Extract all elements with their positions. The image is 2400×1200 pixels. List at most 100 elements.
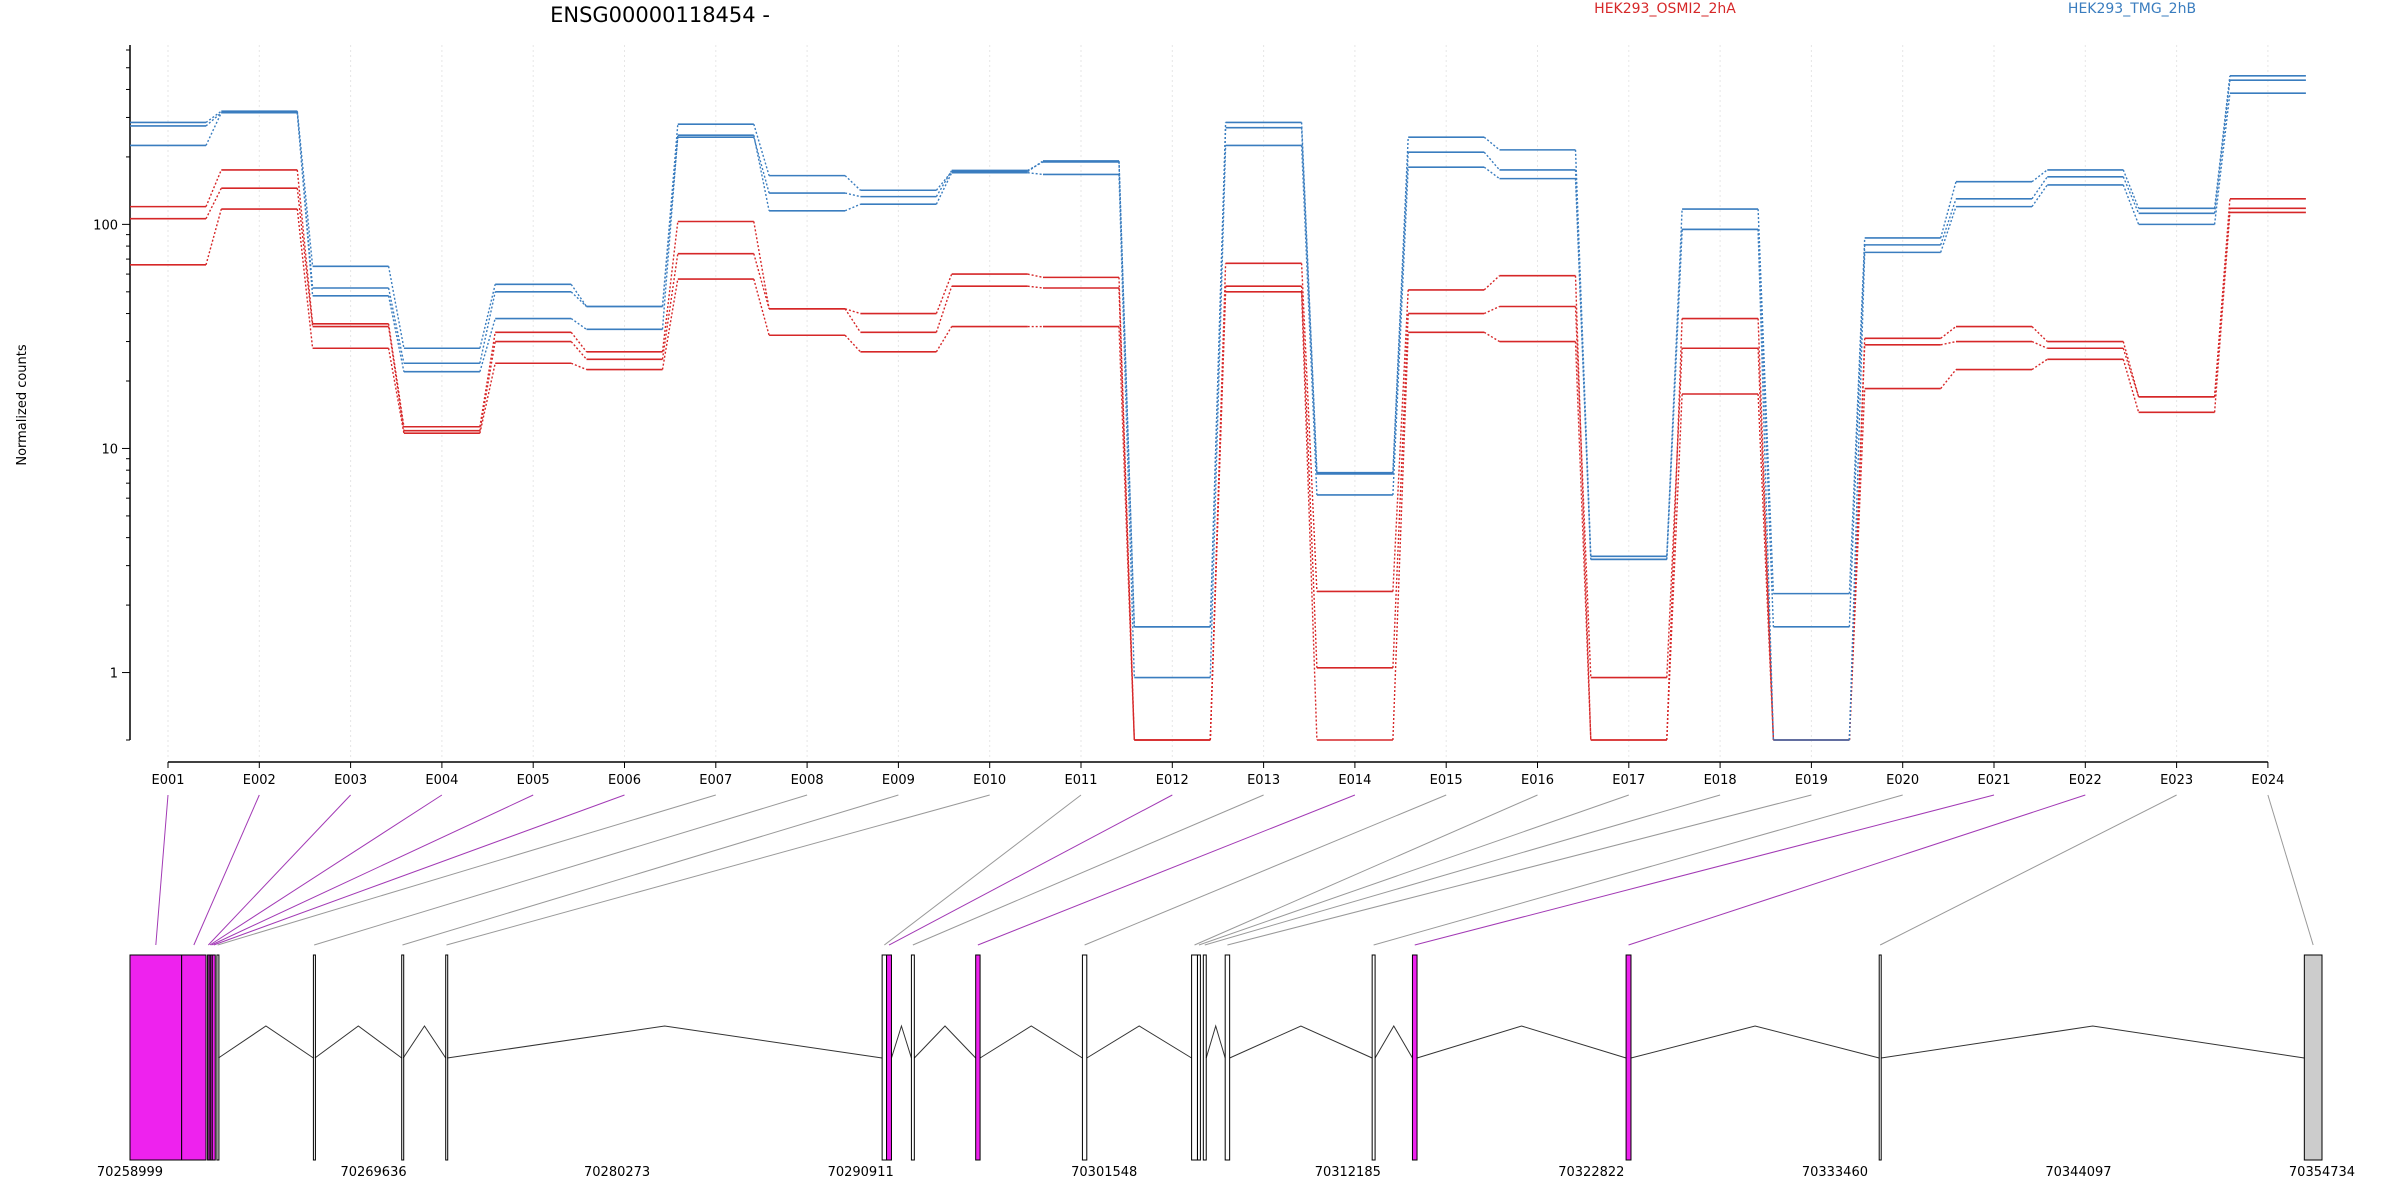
exon-box-e013 bbox=[910, 954, 915, 1161]
chart-title: ENSG00000118454 - bbox=[550, 3, 770, 27]
x-tick-label-e015: E015 bbox=[1430, 773, 1463, 788]
series-connector bbox=[296, 209, 314, 349]
series-connector bbox=[2031, 169, 2048, 183]
intron bbox=[1630, 1025, 1880, 1059]
series-connector bbox=[387, 287, 405, 364]
series-connector bbox=[1300, 286, 1318, 668]
series-connector bbox=[1209, 291, 1227, 741]
series-connector bbox=[570, 362, 587, 371]
intron bbox=[1229, 1025, 1373, 1059]
series-connector bbox=[1392, 152, 1409, 474]
series-connector bbox=[2122, 341, 2140, 398]
series-hek293_osmi2_2ha-1 bbox=[130, 187, 2306, 741]
series-connector bbox=[1300, 263, 1318, 592]
exon-box-e002 bbox=[181, 954, 207, 1161]
series-connector bbox=[1209, 145, 1227, 678]
series-connector bbox=[296, 169, 314, 324]
series-connector bbox=[661, 135, 679, 330]
series-connector bbox=[1027, 172, 1044, 176]
genomic-tick-label: 70258999 bbox=[97, 1165, 163, 1180]
intron bbox=[1374, 1025, 1413, 1059]
series-connector bbox=[2031, 176, 2048, 200]
series-connector bbox=[661, 278, 679, 370]
legend-entry-tmg: HEK293_TMG_2hB bbox=[2068, 1, 2196, 17]
exon-box-e017 bbox=[1196, 954, 1201, 1161]
mapping-line-e020 bbox=[1373, 794, 1903, 946]
genomic-tick-label: 70333460 bbox=[1802, 1165, 1868, 1180]
genomic-tick-label: 70280273 bbox=[584, 1165, 650, 1180]
series-connector bbox=[387, 266, 405, 349]
genomic-tick-label: 70290911 bbox=[828, 1165, 894, 1180]
exon-mapping-lines bbox=[155, 794, 2314, 946]
intron bbox=[890, 1024, 912, 1059]
series-hek293_osmi2_2ha-2 bbox=[130, 208, 2306, 741]
x-tick-label-e009: E009 bbox=[882, 773, 915, 788]
series-connector bbox=[479, 291, 496, 364]
exon-box-e023 bbox=[1878, 954, 1882, 1161]
exon-box-e007 bbox=[216, 954, 220, 1161]
series-connector bbox=[1483, 331, 1500, 343]
mapping-line-e022 bbox=[1628, 794, 2086, 946]
series-connector bbox=[1118, 287, 1135, 741]
series-connector bbox=[1940, 340, 1957, 346]
exon-box-e009 bbox=[401, 954, 405, 1161]
series-connector bbox=[844, 334, 861, 353]
series-connector bbox=[1392, 167, 1409, 496]
x-tick-label-e014: E014 bbox=[1338, 773, 1371, 788]
mapping-line-e008 bbox=[314, 794, 808, 946]
series-connector bbox=[2213, 212, 2231, 413]
x-tick-label-e013: E013 bbox=[1247, 773, 1280, 788]
series-connector bbox=[2122, 169, 2140, 209]
series-connector bbox=[1757, 348, 1775, 741]
mapping-line-e001 bbox=[155, 794, 169, 946]
legend-entry-osmi2: HEK293_OSMI2_2hA bbox=[1594, 1, 1736, 17]
series-connector bbox=[1574, 341, 1592, 741]
x-tick-label-e011: E011 bbox=[1064, 773, 1097, 788]
series-connector bbox=[753, 278, 770, 336]
series-connector bbox=[1483, 275, 1500, 291]
series-connector bbox=[844, 308, 861, 315]
y-tick-label: 100 bbox=[93, 218, 118, 233]
x-tick-label-e010: E010 bbox=[973, 773, 1006, 788]
exon-box-e021 bbox=[1411, 954, 1418, 1161]
series-connector bbox=[1940, 325, 1957, 339]
intron bbox=[1881, 1025, 2305, 1059]
exon-box-e020 bbox=[1371, 954, 1376, 1161]
exon-box-e012 bbox=[886, 954, 892, 1161]
mapping-line-e005 bbox=[211, 794, 534, 946]
mapping-line-e013 bbox=[912, 794, 1264, 946]
intron bbox=[1416, 1025, 1627, 1059]
series-connector bbox=[2122, 348, 2140, 398]
series-connector bbox=[2213, 93, 2231, 225]
series-connector bbox=[1757, 393, 1775, 741]
mapping-line-e004 bbox=[209, 794, 443, 946]
series-connector bbox=[2031, 326, 2048, 343]
series-connector bbox=[935, 326, 953, 353]
series-connector bbox=[1757, 229, 1775, 741]
genomic-tick-label: 70301548 bbox=[1071, 1165, 1137, 1180]
series-lines bbox=[130, 75, 2306, 741]
y-tick-label: 1 bbox=[110, 667, 118, 682]
series-connector bbox=[1757, 209, 1775, 594]
series-connector bbox=[1027, 273, 1044, 279]
mapping-line-e012 bbox=[888, 794, 1173, 946]
series-connector bbox=[1300, 127, 1318, 474]
series-connector bbox=[1483, 136, 1500, 151]
series-connector bbox=[844, 192, 861, 198]
series-connector bbox=[1300, 291, 1318, 741]
series-connector bbox=[205, 169, 222, 207]
series-connector bbox=[2031, 358, 2048, 371]
series-connector bbox=[479, 332, 496, 427]
x-tick-label-e023: E023 bbox=[2160, 773, 2193, 788]
x-tick-label-e006: E006 bbox=[608, 773, 641, 788]
series-connector bbox=[1483, 305, 1500, 315]
series-hek293_osmi2_2ha-0 bbox=[130, 169, 2306, 741]
mapping-line-e015 bbox=[1084, 794, 1447, 946]
exon-box-e006 bbox=[211, 954, 216, 1161]
exon-box-e011 bbox=[881, 954, 888, 1161]
mapping-line-e024 bbox=[2267, 794, 2314, 946]
series-connector bbox=[935, 273, 953, 314]
series-connector bbox=[1940, 198, 1957, 246]
mapping-line-e002 bbox=[193, 794, 260, 946]
exon-box-e015 bbox=[1081, 954, 1088, 1161]
